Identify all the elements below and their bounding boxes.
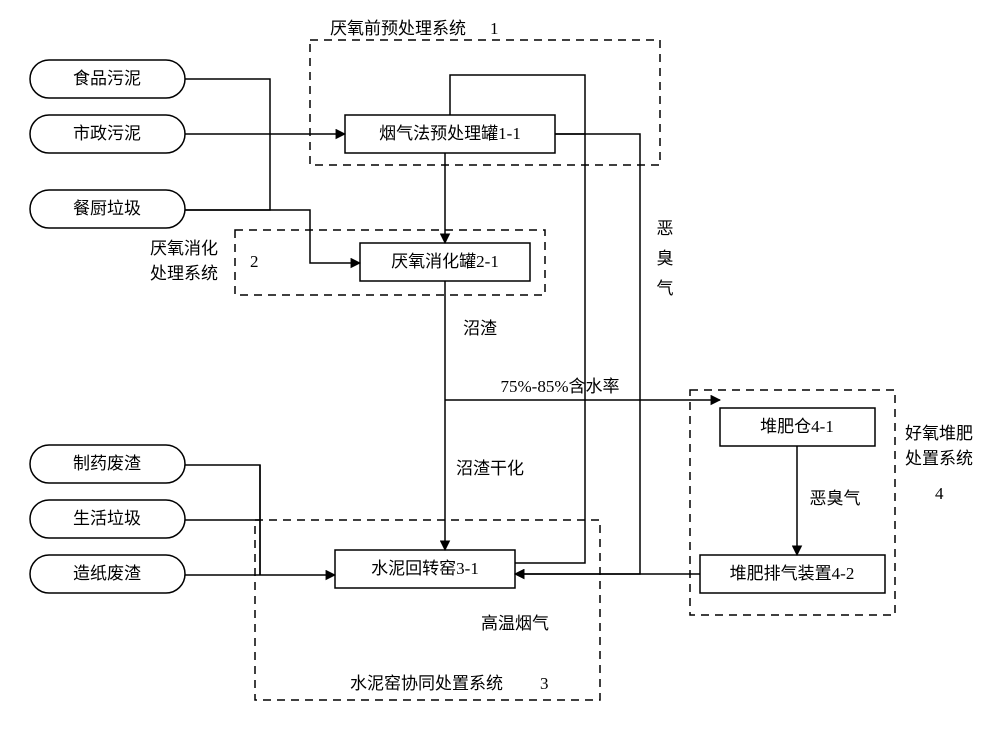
label-odor-v1: 恶: [657, 219, 674, 238]
input-pharma-residue-label: 制药废渣: [73, 454, 141, 473]
node-digest-tank-label: 厌氧消化罐2-1: [391, 252, 499, 271]
input-paper-residue-label: 造纸废渣: [73, 564, 141, 583]
node-pretreat-tank-label: 烟气法预处理罐1-1: [379, 124, 521, 143]
label-moisture: 75%-85%含水率: [501, 377, 620, 396]
edge-in4: [185, 465, 260, 520]
label-odor-v2: 臭: [657, 249, 674, 268]
input-domestic-waste-label: 生活垃圾: [73, 509, 141, 528]
system-3-num: 3: [540, 674, 549, 693]
input-food-sludge-label: 食品污泥: [73, 69, 141, 88]
edge-in5: [185, 520, 260, 575]
node-cement-kiln-label: 水泥回转窑3-1: [371, 559, 479, 578]
node-compost-bin-label: 堆肥仓4-1: [760, 417, 834, 436]
label-residue: 沼渣: [463, 319, 497, 338]
system-4-label1: 好氧堆肥: [905, 424, 973, 443]
input-municipal-sludge-label: 市政污泥: [73, 124, 141, 143]
input-kitchen-waste-label: 餐厨垃圾: [73, 199, 141, 218]
system-4-num: 4: [935, 484, 944, 503]
label-odor2: 恶臭气: [810, 489, 861, 508]
system-1-num: 1: [490, 19, 499, 38]
system-2-label1: 厌氧消化: [150, 239, 218, 258]
system-2-label2: 处理系统: [150, 264, 218, 283]
edge-in1: [185, 79, 270, 134]
label-drying: 沼渣干化: [456, 459, 524, 478]
node-compost-exhaust-label: 堆肥排气装置4-2: [730, 564, 855, 583]
label-hotgas: 高温烟气: [481, 614, 549, 633]
edge-11-odor-31: [515, 134, 640, 574]
edge-in3-up: [185, 134, 270, 210]
label-odor-v3: 气: [657, 279, 674, 298]
system-2-num: 2: [250, 252, 259, 271]
system-4-label2: 处置系统: [905, 449, 973, 468]
system-3-label: 水泥窑协同处置系统: [350, 674, 503, 693]
system-1-label: 厌氧前预处理系统: [330, 19, 466, 38]
edge-31-hotgas: [515, 134, 585, 563]
